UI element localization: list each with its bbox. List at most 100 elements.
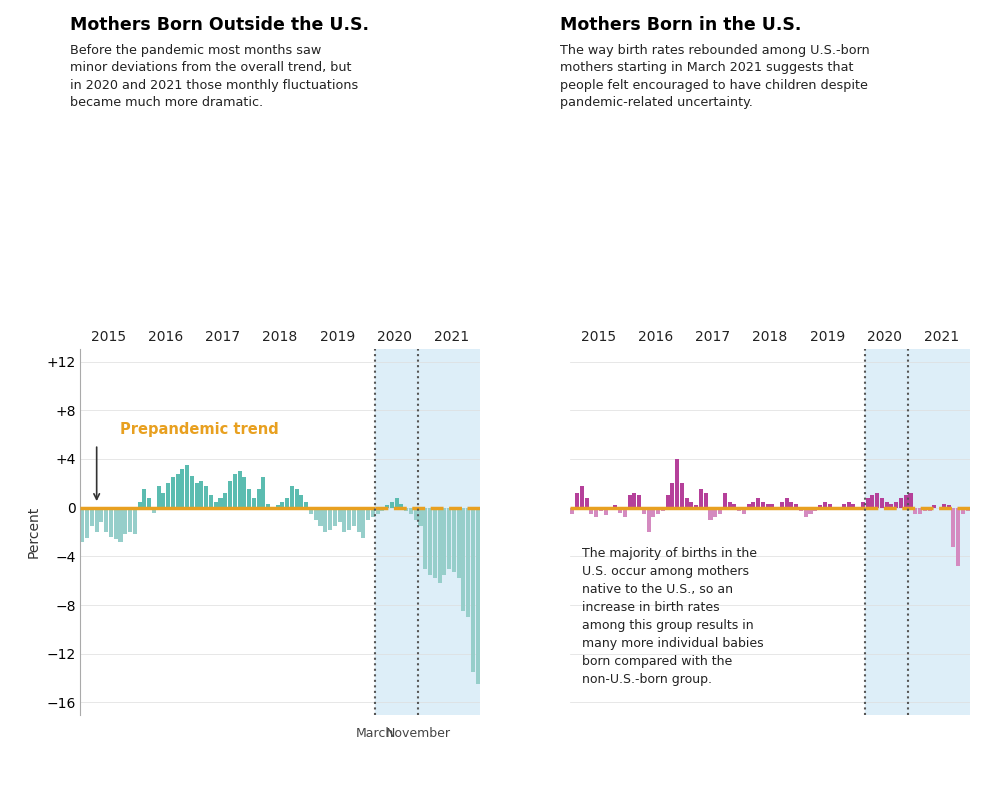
- Bar: [608, 507, 612, 510]
- Bar: [161, 493, 165, 507]
- Bar: [623, 507, 627, 518]
- Bar: [152, 507, 156, 512]
- Bar: [199, 481, 203, 507]
- Bar: [142, 489, 146, 507]
- Bar: [352, 507, 356, 526]
- Text: 2016: 2016: [148, 330, 183, 345]
- Bar: [366, 507, 370, 520]
- Bar: [894, 502, 898, 507]
- Bar: [476, 507, 480, 684]
- Bar: [908, 493, 912, 507]
- Bar: [589, 507, 593, 514]
- Bar: [647, 507, 651, 532]
- Bar: [951, 507, 955, 546]
- Text: 2017: 2017: [205, 330, 240, 345]
- Bar: [380, 507, 384, 511]
- Bar: [913, 507, 917, 514]
- Text: 2020: 2020: [867, 330, 902, 345]
- Bar: [656, 507, 660, 514]
- Bar: [323, 507, 327, 532]
- Bar: [828, 504, 832, 507]
- Bar: [228, 481, 232, 507]
- Bar: [942, 504, 946, 507]
- Bar: [699, 489, 703, 507]
- Bar: [742, 507, 746, 514]
- Bar: [180, 468, 184, 507]
- Bar: [837, 507, 841, 510]
- Bar: [870, 495, 874, 507]
- Text: 2018: 2018: [752, 330, 788, 345]
- Text: 2019: 2019: [320, 330, 355, 345]
- Bar: [866, 498, 870, 507]
- Bar: [433, 507, 437, 578]
- Bar: [932, 505, 936, 507]
- Bar: [104, 507, 108, 532]
- Bar: [694, 505, 698, 507]
- Bar: [138, 502, 142, 507]
- Bar: [808, 507, 812, 514]
- Text: Before the pandemic most months saw
minor deviations from the overall trend, but: Before the pandemic most months saw mino…: [70, 44, 358, 109]
- Bar: [185, 465, 189, 507]
- Bar: [770, 504, 774, 507]
- Bar: [399, 504, 403, 507]
- Bar: [918, 507, 922, 514]
- Bar: [371, 507, 375, 518]
- Bar: [885, 502, 889, 507]
- Text: March: March: [356, 727, 394, 739]
- Bar: [238, 471, 242, 507]
- Bar: [128, 507, 132, 532]
- Bar: [861, 502, 865, 507]
- Bar: [414, 507, 418, 520]
- Bar: [418, 507, 423, 526]
- Bar: [247, 489, 251, 507]
- Bar: [670, 484, 674, 507]
- Bar: [789, 502, 793, 507]
- Bar: [90, 507, 94, 526]
- Bar: [257, 489, 261, 507]
- Bar: [585, 498, 589, 507]
- Bar: [299, 495, 303, 507]
- Text: November: November: [386, 727, 451, 739]
- Bar: [290, 486, 294, 507]
- Bar: [704, 493, 708, 507]
- Bar: [452, 507, 456, 572]
- Bar: [176, 473, 180, 507]
- Bar: [642, 507, 646, 514]
- Bar: [708, 507, 712, 520]
- Text: The way birth rates rebounded among U.S.-born
mothers starting in March 2021 sug: The way birth rates rebounded among U.S.…: [560, 44, 870, 109]
- Bar: [570, 507, 574, 514]
- Bar: [651, 507, 655, 518]
- Bar: [266, 504, 270, 507]
- Bar: [728, 502, 732, 507]
- Text: 2021: 2021: [434, 330, 469, 345]
- Bar: [923, 507, 927, 511]
- Bar: [423, 507, 427, 569]
- Bar: [118, 507, 123, 542]
- Bar: [732, 504, 736, 507]
- Bar: [823, 502, 827, 507]
- Bar: [799, 507, 803, 511]
- Bar: [314, 507, 318, 520]
- Bar: [713, 507, 717, 518]
- Bar: [295, 489, 299, 507]
- Bar: [594, 507, 598, 518]
- Bar: [865, 349, 970, 715]
- Bar: [157, 486, 161, 507]
- Text: 2020: 2020: [377, 330, 412, 345]
- Text: 2015: 2015: [91, 330, 126, 345]
- Bar: [842, 504, 846, 507]
- Bar: [109, 507, 113, 537]
- Bar: [751, 502, 755, 507]
- Bar: [428, 507, 432, 575]
- Bar: [438, 507, 442, 583]
- Text: Mothers Born Outside the U.S.: Mothers Born Outside the U.S.: [70, 16, 369, 34]
- Bar: [661, 507, 665, 511]
- Bar: [889, 504, 893, 507]
- Bar: [318, 507, 323, 526]
- Bar: [395, 498, 399, 507]
- Bar: [766, 504, 770, 507]
- Text: 2018: 2018: [262, 330, 298, 345]
- Bar: [204, 486, 208, 507]
- Bar: [442, 507, 446, 575]
- Bar: [252, 498, 256, 507]
